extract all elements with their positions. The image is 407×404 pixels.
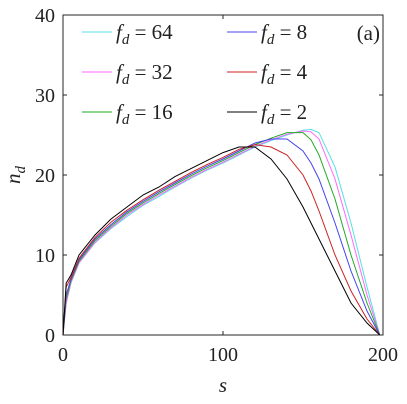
y-tick-label: 10 bbox=[35, 245, 55, 267]
annotation: (a) bbox=[357, 21, 380, 45]
series-line bbox=[62, 146, 381, 336]
series-line bbox=[62, 130, 381, 336]
y-tick-label: 40 bbox=[35, 5, 55, 27]
x-tick-label: 100 bbox=[208, 344, 238, 366]
legend-label: fd = 8 bbox=[261, 20, 307, 48]
legend-label: fd = 2 bbox=[261, 100, 307, 128]
y-tick-label: 20 bbox=[35, 165, 55, 187]
legend-label: fd = 64 bbox=[116, 20, 173, 48]
x-tick-label: 0 bbox=[58, 344, 68, 366]
series-line bbox=[62, 144, 381, 336]
plot-frame bbox=[62, 14, 384, 336]
legend-label: fd = 16 bbox=[116, 100, 173, 128]
y-tick-label: 0 bbox=[45, 325, 55, 347]
y-tick-label: 30 bbox=[35, 85, 55, 107]
x-axis-label: s bbox=[219, 373, 227, 397]
y-axis-label: nd bbox=[1, 166, 29, 185]
legend-label: fd = 4 bbox=[261, 60, 308, 88]
x-tick-label: 200 bbox=[368, 344, 398, 366]
series-line bbox=[62, 138, 381, 336]
legend-label: fd = 32 bbox=[116, 60, 173, 88]
series-line bbox=[62, 132, 381, 336]
